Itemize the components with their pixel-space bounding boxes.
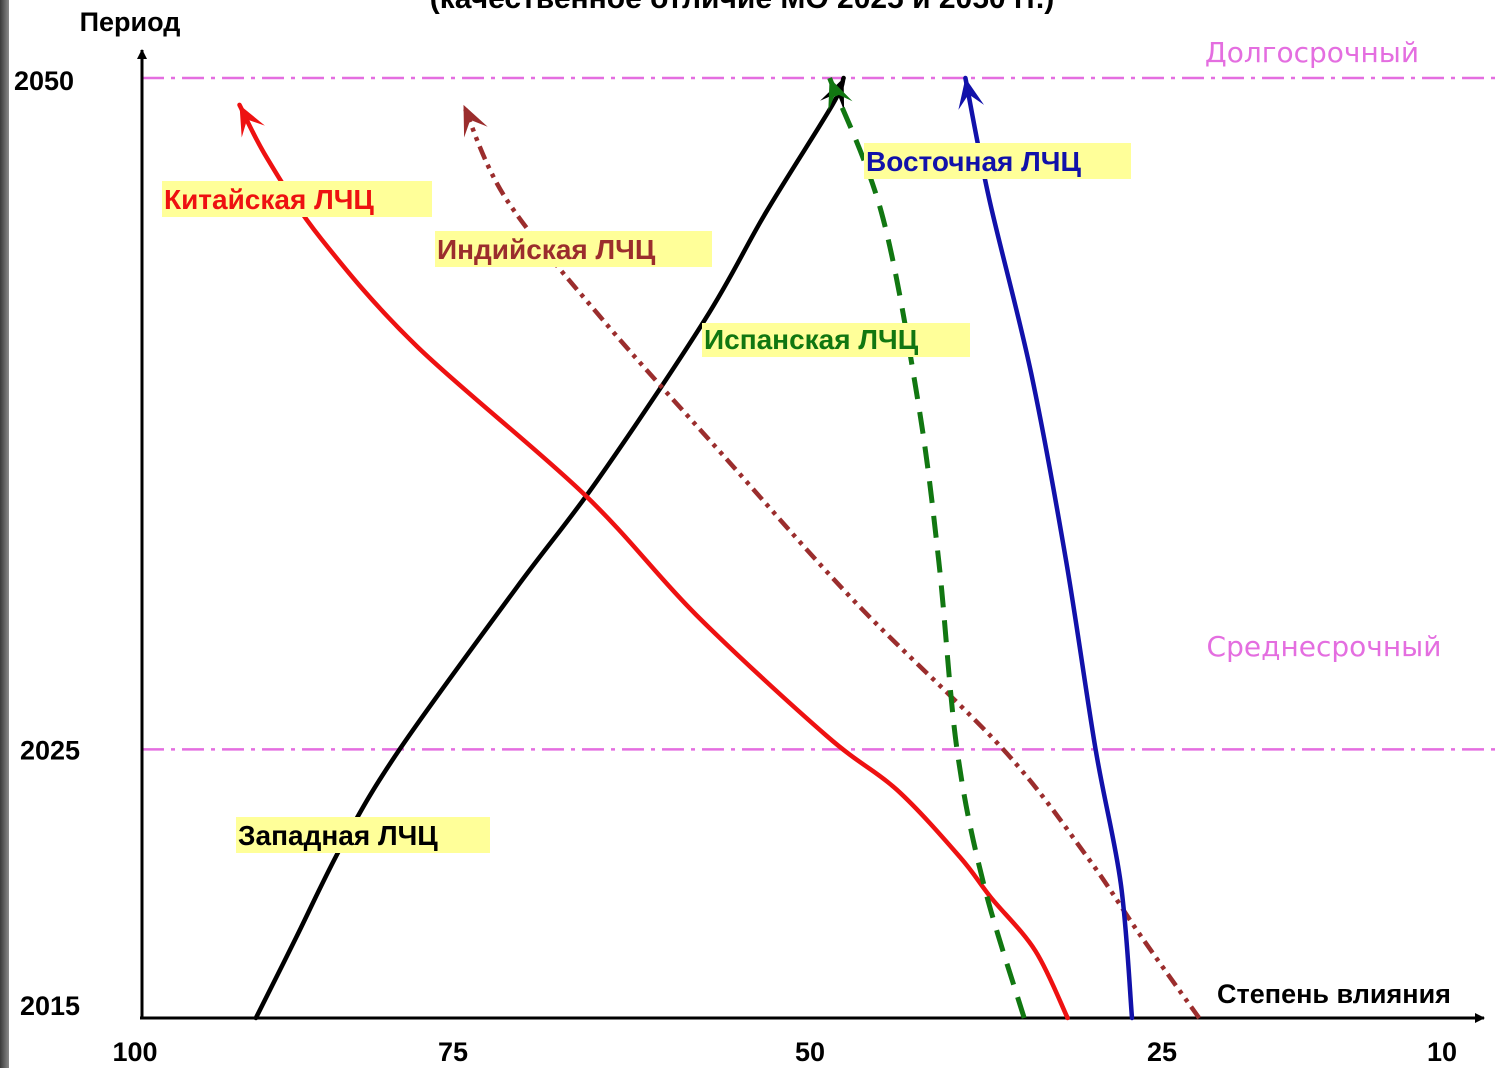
series-label-zapadnaya-lchc: Западная ЛЧЦ — [238, 820, 438, 851]
horizon-label-srednesrochnyy: Среднесрочный — [1207, 630, 1442, 663]
series-label-bg-ispanskaya-lchc — [702, 323, 970, 357]
y-axis-title: Период — [80, 7, 181, 37]
series-arrow-vostochnaya-lchc — [958, 78, 984, 110]
series-arrow-kitayskaya-lchc — [239, 104, 265, 138]
series-line-zapadnaya-lchc — [253, 75, 846, 1021]
series-label-bg-zapadnaya-lchc — [236, 817, 490, 853]
x-tick-100: 100 — [112, 1037, 157, 1067]
series-arrow-indiyskaya-lchc — [463, 104, 488, 138]
series-arrow-ispanskaya-lchc — [828, 78, 853, 111]
series-label-bg-kitayskaya-lchc — [162, 181, 432, 217]
series-label-indiyskaya-lchc: Индийская ЛЧЦ — [437, 234, 656, 265]
series-label-bg-indiyskaya-lchc — [435, 231, 712, 267]
x-tick-25: 25 — [1147, 1037, 1177, 1067]
series-label-ispanskaya-lchc: Испанская ЛЧЦ — [704, 324, 919, 355]
y-tick-2015: 2015 — [20, 991, 80, 1021]
y-tick-2025: 2025 — [20, 735, 80, 765]
x-axis-title: Степень влияния — [1217, 979, 1451, 1009]
horizon-label-dolgosrochnyy: Долгосрочный — [1205, 36, 1419, 69]
chart-title: (качественное отличие МО 2025 и 2050 гг.… — [430, 0, 1055, 15]
y-tick-2050: 2050 — [14, 66, 74, 96]
series-label-vostochnaya-lchc: Восточная ЛЧЦ — [866, 146, 1081, 177]
series-label-kitayskaya-lchc: Китайская ЛЧЦ — [164, 184, 374, 215]
x-tick-75: 75 — [438, 1037, 468, 1067]
series-line-indiyskaya-lchc — [461, 103, 1202, 1020]
series-line-vostochnaya-lchc — [963, 75, 1135, 1021]
x-tick-10: 10 — [1427, 1037, 1457, 1067]
left-edge-strip — [0, 0, 9, 1068]
series-label-bg-vostochnaya-lchc — [864, 143, 1131, 179]
series-line-kitayskaya-lchc — [237, 102, 1070, 1021]
series-line-ispanskaya-lchc — [827, 77, 1027, 1019]
x-tick-50: 50 — [795, 1037, 825, 1067]
